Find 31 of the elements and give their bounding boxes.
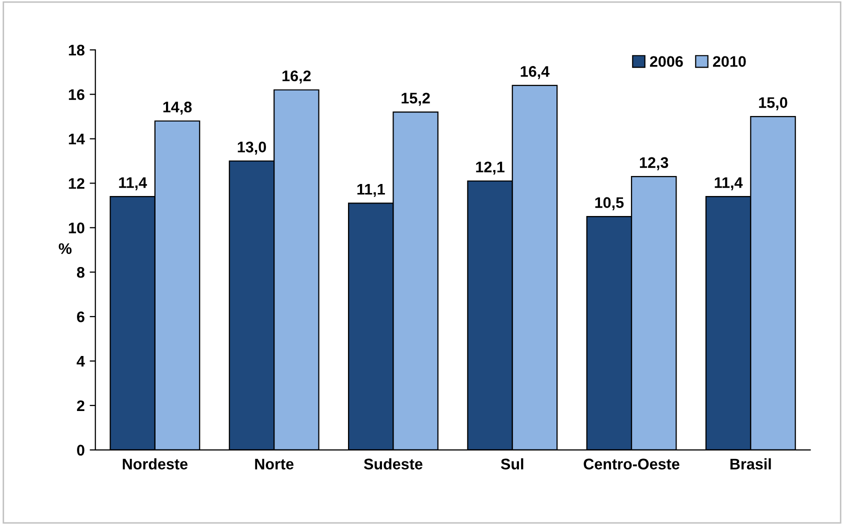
- legend-label: 2010: [712, 56, 746, 67]
- data-label: 12,3: [640, 157, 668, 170]
- data-label: 11,4: [119, 177, 147, 190]
- x-tick-label: Norte: [255, 458, 294, 470]
- y-tick-label: 14: [68, 134, 85, 144]
- y-tick-label: 2: [76, 400, 84, 412]
- data-label: 16,2: [282, 70, 311, 84]
- y-tick-label: 6: [77, 311, 84, 322]
- x-tick-label: Sudeste: [364, 458, 422, 470]
- data-label: 11,4: [714, 177, 743, 190]
- x-tick-label: Sul: [500, 458, 524, 470]
- x-tick-label: Nordeste: [122, 458, 188, 470]
- data-label: 15,2: [402, 92, 430, 106]
- data-label: 14,8: [163, 102, 192, 115]
- y-tick-label: 8: [76, 266, 84, 278]
- y-tick-label: 4: [76, 356, 85, 367]
- y-tick-label: 12: [68, 178, 84, 189]
- data-label: 13,0: [238, 142, 266, 155]
- y-tick-label: 0: [77, 444, 84, 456]
- data-label: 16,4: [520, 66, 550, 80]
- data-label: 11,1: [357, 184, 385, 197]
- data-label: 15,0: [759, 97, 788, 110]
- y-tick-label: 10: [68, 222, 84, 234]
- data-label: 12,1: [476, 162, 504, 175]
- x-tick-label: Centro-Oeste: [584, 458, 680, 470]
- y-axis-title: %: [58, 243, 72, 254]
- y-tick-label: 18: [68, 44, 84, 56]
- data-label: 10,5: [595, 197, 624, 210]
- y-tick-label: 16: [68, 89, 84, 100]
- legend-label: 2006: [650, 56, 683, 67]
- x-tick-label: Brasil: [730, 458, 771, 470]
